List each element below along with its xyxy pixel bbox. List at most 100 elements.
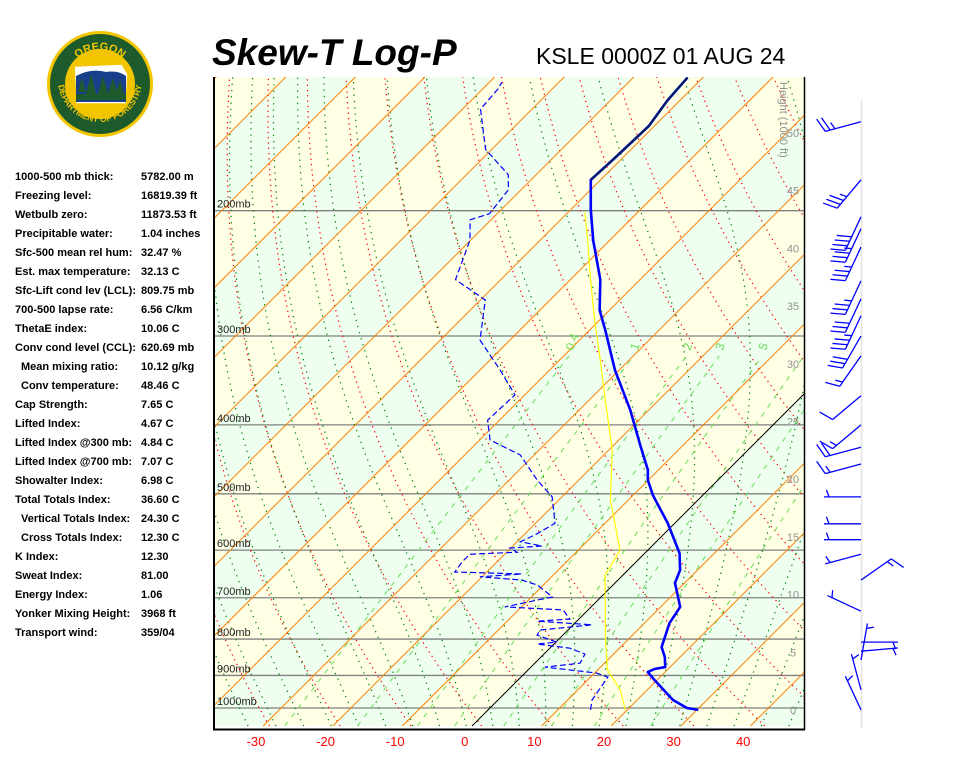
wind-barb — [830, 298, 862, 333]
stat-label: Showalter Index: — [15, 475, 104, 487]
temperature-band — [820, 53, 960, 726]
dry-adiabat — [617, 77, 804, 431]
stat-value: 24.30 C — [141, 513, 180, 525]
stat-value: 32.47 % — [141, 247, 182, 259]
wind-barb-feather — [819, 411, 833, 421]
dry-adiabat — [877, 53, 960, 726]
moist-adiabat — [597, 77, 696, 727]
stat-label: Total Totals Index: — [15, 494, 111, 506]
isotherm — [890, 53, 960, 726]
wind-barb — [819, 424, 862, 450]
stat-row: Precipitable water: 1.04 inches — [15, 225, 215, 244]
stat-row: Cross Totals Index: 12.30 C — [15, 529, 215, 548]
wind-barb-feather — [820, 117, 831, 131]
wind-barb — [844, 675, 862, 711]
temperature-profile-upper — [590, 77, 689, 181]
wind-barb-feather — [832, 325, 848, 329]
dry-adiabat — [915, 53, 960, 726]
chart-title: Skew-T Log-P — [212, 32, 457, 73]
stat-row: 1000-500 mb thick: 5782.00 m — [15, 168, 215, 187]
stat-value: 5782.00 m — [141, 171, 194, 183]
stat-value: 1.04 inches — [141, 228, 201, 240]
wind-barb-staff — [827, 594, 862, 612]
temperature-band — [214, 77, 804, 706]
stat-label: Yonker Mixing Height: — [15, 608, 131, 620]
stat-label: Sfc-Lift cond lev (LCL): — [15, 285, 136, 297]
height-tick-label: 35 — [787, 301, 799, 313]
wind-barb-feather — [825, 381, 840, 387]
dry-adiabat — [95, 53, 199, 726]
stat-value: 11873.53 ft — [141, 209, 197, 221]
wind-barb-half-feather — [830, 122, 836, 130]
stat-label: Lifted Index @300 mb: — [15, 437, 133, 449]
mixing-ratio-line — [454, 355, 720, 727]
isotherm — [262, 184, 804, 727]
stat-row: ThetaE index: 10.06 C — [15, 320, 215, 339]
wind-barb — [825, 355, 862, 387]
temperature-tick-label: -20 — [316, 734, 335, 749]
stat-label: Sweat Index: — [15, 570, 83, 582]
moist-adiabat — [228, 77, 387, 727]
stat-value: 16819.39 ft — [141, 190, 198, 202]
isotherm — [332, 254, 804, 727]
moist-adiabat — [214, 417, 332, 727]
stat-label: Wetbulb zero: — [15, 209, 88, 221]
moist-adiabat — [272, 77, 441, 727]
sounding-profiles — [453, 77, 699, 712]
wind-barb — [816, 442, 862, 458]
stat-label: Cross Totals Index: — [21, 532, 123, 544]
mixing-ratio-label: 1 — [627, 341, 643, 352]
temperature-profile — [589, 77, 699, 712]
stat-label: K Index: — [15, 551, 59, 563]
wind-barb-staff — [844, 280, 862, 315]
height-tick-label: 25 — [787, 417, 799, 429]
isotherm — [214, 77, 217, 80]
height-axis-label: Height (1000 ft) — [777, 82, 789, 158]
dry-adiabat — [839, 53, 960, 726]
wind-barb-feather — [832, 307, 848, 311]
stat-row: 700-500 lapse rate: 6.56 C/km — [15, 301, 215, 320]
stat-label: Est. max temperature: — [15, 266, 131, 278]
mixing-ratio-label: 5 — [755, 341, 771, 352]
wind-barb — [819, 395, 862, 421]
wind-barb-half-feather — [852, 654, 860, 660]
wind-barb-half-feather — [825, 532, 830, 540]
height-tick-label: 45 — [787, 186, 799, 198]
temperature-tick-label: -10 — [386, 734, 405, 749]
wind-barb-half-feather — [866, 626, 875, 630]
wind-barb-staff — [832, 395, 862, 421]
moist-adiabat — [214, 77, 360, 727]
wind-barb-half-feather — [825, 465, 831, 473]
stat-row: Vertical Totals Index: 24.30 C — [15, 510, 215, 529]
wind-barb — [830, 315, 862, 350]
stat-value: 48.46 C — [141, 380, 180, 392]
dry-adiabat — [801, 53, 960, 726]
wind-barb-feather — [834, 321, 850, 324]
moist-adiabat — [706, 77, 804, 727]
temperature-band — [214, 115, 804, 727]
temperature-tick-label: -30 — [247, 734, 266, 749]
stat-row: Lifted Index: 4.67 C — [15, 415, 215, 434]
stat-label: Lifted Index: — [15, 418, 81, 430]
wind-barb-feather — [830, 278, 846, 282]
wind-barb-half-feather — [835, 379, 843, 383]
wind-barb — [830, 280, 862, 316]
dry-adiabat — [656, 77, 804, 362]
height-tick-label: 0 — [790, 705, 796, 717]
wind-barb-feather — [890, 558, 904, 568]
stat-label: 1000-500 mb thick: — [15, 171, 114, 183]
wind-barb — [822, 179, 862, 209]
wind-barb-staff — [860, 647, 898, 652]
stat-label: Sfc-500 mean rel hum: — [15, 247, 133, 259]
wind-barb-feather — [829, 194, 844, 202]
moist-adiabat — [386, 77, 547, 727]
stat-label: Vertical Totals Index: — [21, 513, 131, 525]
wind-barb-half-feather — [844, 334, 852, 337]
stat-row: Transport wind: 359/04 — [15, 624, 215, 643]
stat-value: 4.84 C — [141, 437, 174, 449]
wind-barb-feather — [832, 274, 848, 277]
isotherm — [610, 532, 804, 727]
stat-row: Conv cond level (CCL): 620.69 mb — [15, 339, 215, 358]
dewpoint-profile — [453, 81, 609, 710]
stat-row: Showalter Index: 6.98 C — [15, 472, 215, 491]
